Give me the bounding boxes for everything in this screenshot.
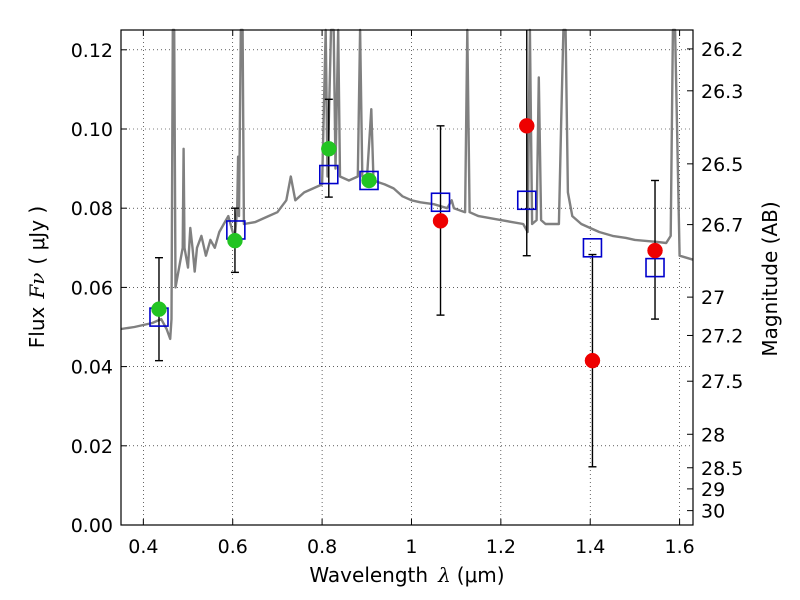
detection-point xyxy=(321,141,337,157)
mag-tick-label: 27.2 xyxy=(701,325,743,347)
model-square-marker xyxy=(582,238,603,258)
y-tick-label: 0.02 xyxy=(71,436,113,458)
x-tick-label: 0.4 xyxy=(128,536,158,558)
x-axis-label-unit: (μm) xyxy=(457,563,505,587)
x-axis-label-symbol: λ xyxy=(437,563,451,587)
measurement-point xyxy=(519,118,535,134)
tick-labels: 0.4 0.6 0.8 1 1.2 1.4 1.6 0.00 0.02 0.04 0.06 0.08 0… xyxy=(71,39,744,558)
model-square-marker xyxy=(645,257,665,278)
y-axis-label-unit: ( μJy ) xyxy=(25,206,49,265)
x-axis-label-text: Wavelength xyxy=(309,563,428,587)
mag-tick-label: 27 xyxy=(701,287,725,309)
measurement-point xyxy=(432,213,449,229)
photometry-points xyxy=(151,118,663,369)
y-axis-label-symbol: Fν xyxy=(25,273,49,300)
y-tick-label: 0.04 xyxy=(71,357,113,379)
x-tick-label: 1 xyxy=(405,536,417,558)
y-tick-label: 0.06 xyxy=(71,277,113,299)
x-axis-label: Wavelength λ (μm) xyxy=(309,563,504,587)
plot-frame xyxy=(120,29,694,526)
y-tick-label: 0.10 xyxy=(71,119,113,141)
model-square-marker xyxy=(430,192,451,213)
x-tick-label: 1.4 xyxy=(575,536,605,558)
mag-tick-label: 30 xyxy=(701,501,725,523)
x-tick-label: 0.6 xyxy=(218,536,248,558)
y2-axis-label: Magnitude (AB) xyxy=(758,201,782,356)
mag-tick-label: 26.3 xyxy=(701,81,743,103)
y-axis-label: Flux Fν ( μJy ) xyxy=(25,206,49,348)
y-axis-label-text: Flux xyxy=(25,306,49,348)
detection-point xyxy=(361,172,377,189)
x-tick-label: 1.6 xyxy=(664,536,694,558)
x-tick-label: 1.2 xyxy=(486,536,516,558)
y-tick-label: 0.08 xyxy=(71,198,113,220)
y-tick-label: 0.00 xyxy=(71,515,113,537)
axis-ticks xyxy=(121,30,693,526)
model-square-marker xyxy=(516,190,537,211)
mag-tick-label: 26.7 xyxy=(701,215,743,237)
y-tick-label: 0.12 xyxy=(71,40,113,62)
model-square-marker xyxy=(359,170,379,191)
measurement-point xyxy=(584,352,601,369)
x-tick-label: 0.8 xyxy=(307,536,337,558)
mag-tick-label: 26.2 xyxy=(701,39,743,61)
mag-tick-label: 28 xyxy=(701,424,725,446)
mag-tick-label: 29 xyxy=(701,479,725,501)
mag-tick-label: 27.5 xyxy=(701,371,743,393)
detection-point xyxy=(151,301,167,317)
measurement-point xyxy=(647,242,663,259)
model-square-marker xyxy=(318,164,339,185)
mag-tick-label: 26.5 xyxy=(701,154,743,176)
mag-tick-label: 28.5 xyxy=(701,458,743,480)
detection-point xyxy=(227,232,243,249)
